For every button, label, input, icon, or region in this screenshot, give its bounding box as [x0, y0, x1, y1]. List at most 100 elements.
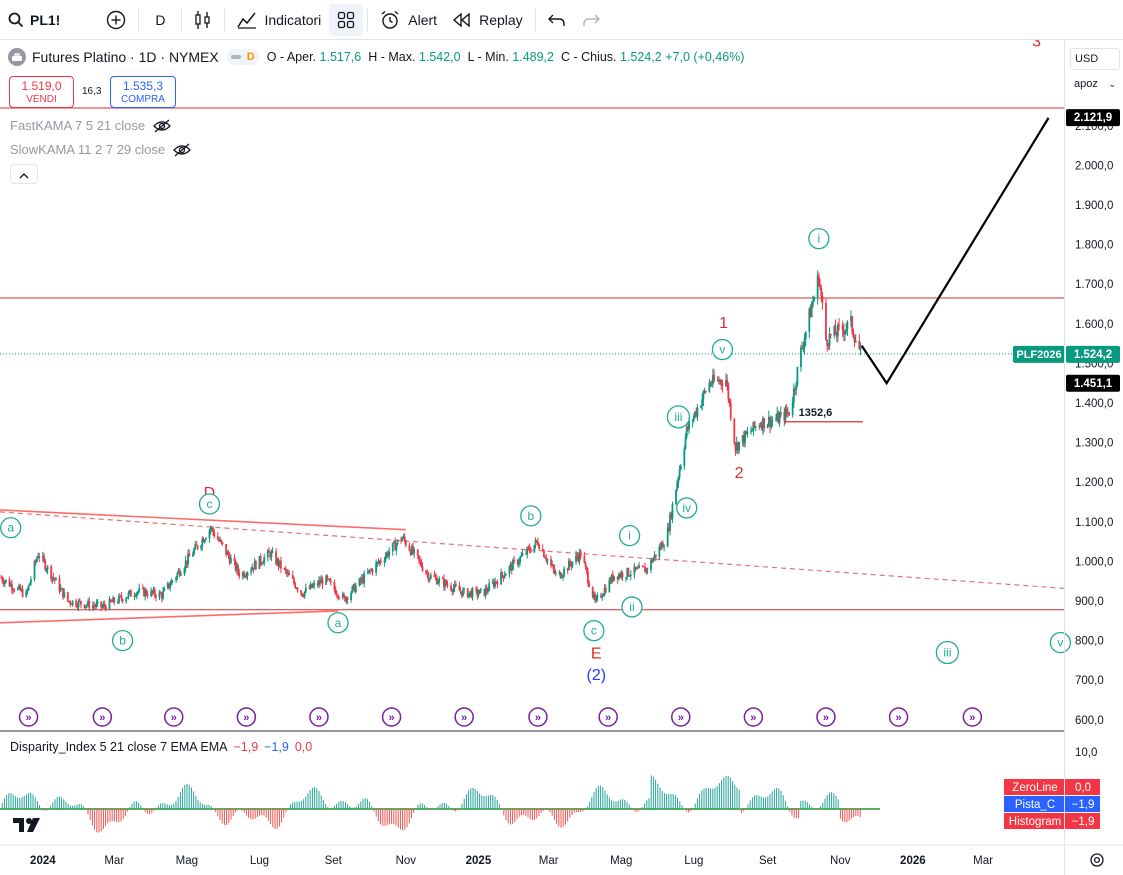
symbol-search-button[interactable]: PL1!: [0, 4, 68, 36]
candle-body: [569, 560, 571, 565]
price-axis-tick: 1.700,0: [1075, 279, 1113, 291]
candle-body: [295, 587, 298, 589]
candle-body: [437, 582, 439, 585]
candle-body: [642, 566, 645, 568]
candle-body: [69, 601, 72, 604]
candle-body: [509, 564, 512, 567]
candle-body: [27, 585, 30, 590]
candle-body: [34, 561, 37, 563]
buy-button[interactable]: 1.535,3 COMPRA: [110, 76, 176, 108]
pista-value-bg: [1066, 796, 1100, 812]
candle-body: [113, 597, 116, 603]
tradingview-logo-icon[interactable]: [12, 814, 44, 834]
candle-body: [459, 590, 462, 592]
series-tag: PLF2026: [1016, 349, 1061, 361]
candle-body: [691, 420, 694, 422]
wave-label-minor: c: [591, 624, 597, 638]
candle-body: [44, 560, 47, 570]
interval-button[interactable]: D: [143, 4, 177, 36]
unit-selector[interactable]: apoz ⌄: [1070, 73, 1120, 95]
candle-body: [751, 430, 754, 432]
candle-body: [59, 588, 62, 592]
alarm-clock-icon: [380, 10, 400, 30]
candle-body: [300, 590, 303, 594]
candle-body: [378, 560, 381, 563]
candle-body: [443, 578, 445, 587]
level-marker-label: 1352,6: [799, 407, 833, 419]
candle-body: [326, 575, 329, 579]
candle-body: [137, 591, 139, 593]
candle-body: [133, 595, 136, 597]
oscillator-axis-tick: 10,0: [1075, 747, 1097, 759]
candle-body: [229, 557, 232, 564]
time-axis-tick: Set: [325, 855, 343, 867]
undo-button[interactable]: [540, 4, 574, 36]
wave-label-circle: [666, 405, 691, 429]
market-status-pill[interactable]: D: [226, 49, 259, 65]
fastkama-legend[interactable]: FastKAMA 7 5 21 close: [10, 118, 172, 133]
candle-body: [327, 578, 330, 580]
wave-label-major: 3: [1032, 40, 1041, 51]
gear-icon[interactable]: [1089, 852, 1105, 871]
histogram-value-bg: [1066, 813, 1100, 829]
candle-body: [676, 482, 679, 490]
candle-body: [37, 556, 39, 559]
oscillator-legend[interactable]: Disparity_Index 5 21 close 7 EMA EMA −1,…: [10, 740, 312, 754]
candle-body: [284, 568, 287, 571]
triangle-lower-line: [0, 610, 339, 624]
event-marker-icon: [671, 707, 691, 727]
candle-body: [244, 575, 247, 577]
slowkama-legend[interactable]: SlowKAMA 11 2 7 29 close: [10, 142, 192, 157]
alert-button[interactable]: Alert: [372, 4, 445, 36]
eye-off-icon[interactable]: [173, 143, 192, 157]
wave-label-circle: [621, 596, 643, 618]
compare-button[interactable]: [98, 4, 134, 36]
candle-body: [662, 542, 664, 548]
event-marker-arrow: »: [969, 712, 975, 724]
event-marker-arrow: »: [896, 712, 902, 724]
symbol-title[interactable]: Futures Platino · 1D · NYMEX: [32, 49, 219, 65]
candle-body: [341, 593, 344, 598]
candle-body: [169, 585, 172, 588]
candle-body: [301, 593, 304, 597]
candle-body: [802, 347, 805, 349]
eye-off-icon[interactable]: [153, 119, 172, 133]
price-chart[interactable]: 1352,6DE(2)123abcabciiiiiiivviiiiv»»»»»»…: [0, 40, 1123, 875]
collapse-legend-button[interactable]: [10, 164, 38, 184]
chart-type-button[interactable]: [186, 4, 220, 36]
wave-label-minor: i: [628, 529, 631, 543]
candle-body: [426, 573, 429, 575]
candle-body: [93, 605, 95, 607]
candle-body: [343, 593, 345, 597]
candle-body: [462, 589, 464, 596]
candles-icon: [194, 10, 212, 30]
candle-body: [187, 553, 189, 565]
price-axis-tick: 800,0: [1075, 636, 1104, 648]
candle-body: [504, 573, 507, 576]
candle-body: [551, 564, 554, 566]
currency-selector[interactable]: USD: [1070, 48, 1120, 70]
candle-body: [535, 540, 538, 542]
candle-body: [813, 297, 815, 302]
wave-label-major: E: [591, 645, 602, 662]
redo-button[interactable]: [574, 4, 608, 36]
candle-body: [368, 570, 370, 573]
candle-body: [402, 536, 405, 538]
candle-body: [826, 339, 829, 346]
candle-body: [510, 564, 513, 571]
candle-body: [177, 570, 180, 574]
candle-body: [584, 562, 587, 567]
wave-label-minor: b: [527, 509, 534, 523]
sell-button[interactable]: 1.519,0 VENDI: [9, 76, 74, 108]
candle-body: [710, 384, 713, 386]
layout-templates-button[interactable]: [329, 3, 364, 36]
candle-body: [562, 575, 564, 578]
candle-body: [28, 583, 31, 586]
indicators-button[interactable]: Indicatori: [229, 4, 329, 36]
candle-body: [102, 604, 105, 607]
replay-button[interactable]: Replay: [445, 4, 531, 36]
candle-body: [316, 582, 319, 586]
candle-body: [188, 553, 191, 557]
candle-body: [729, 403, 732, 419]
candle-body: [425, 570, 427, 574]
